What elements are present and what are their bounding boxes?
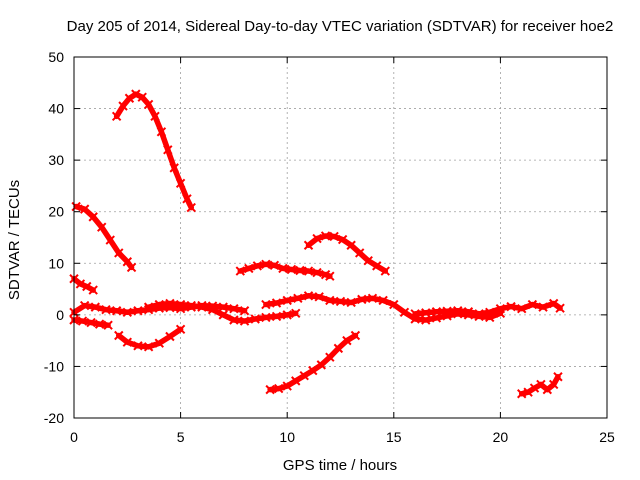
y-tick-label: 10 — [48, 255, 64, 271]
y-tick-label: 30 — [48, 152, 64, 168]
y-tick-label: -10 — [44, 358, 64, 374]
y-tick-label: -20 — [44, 410, 64, 426]
y-tick-label: 40 — [48, 101, 64, 117]
chart-title: Day 205 of 2014, Sidereal Day-to-day VTE… — [67, 18, 614, 35]
x-tick-label: 25 — [599, 429, 615, 445]
y-tick-label: 20 — [48, 204, 64, 220]
x-tick-label: 20 — [493, 429, 509, 445]
y-axis-label: SDTVAR / TECUs — [6, 180, 23, 300]
x-tick-label: 5 — [177, 429, 185, 445]
x-tick-label: 15 — [386, 429, 402, 445]
x-axis-label: GPS time / hours — [283, 457, 397, 474]
y-tick-label: 50 — [48, 49, 64, 65]
sdtvar-chart: 0 5 10 15 20 25 -20 -10 0 10 20 30 40 50 Day 205 of 2… — [0, 0, 640, 480]
y-tick-label: 0 — [56, 307, 64, 323]
x-tick-label: 0 — [70, 429, 78, 445]
x-tick-label: 10 — [279, 429, 295, 445]
